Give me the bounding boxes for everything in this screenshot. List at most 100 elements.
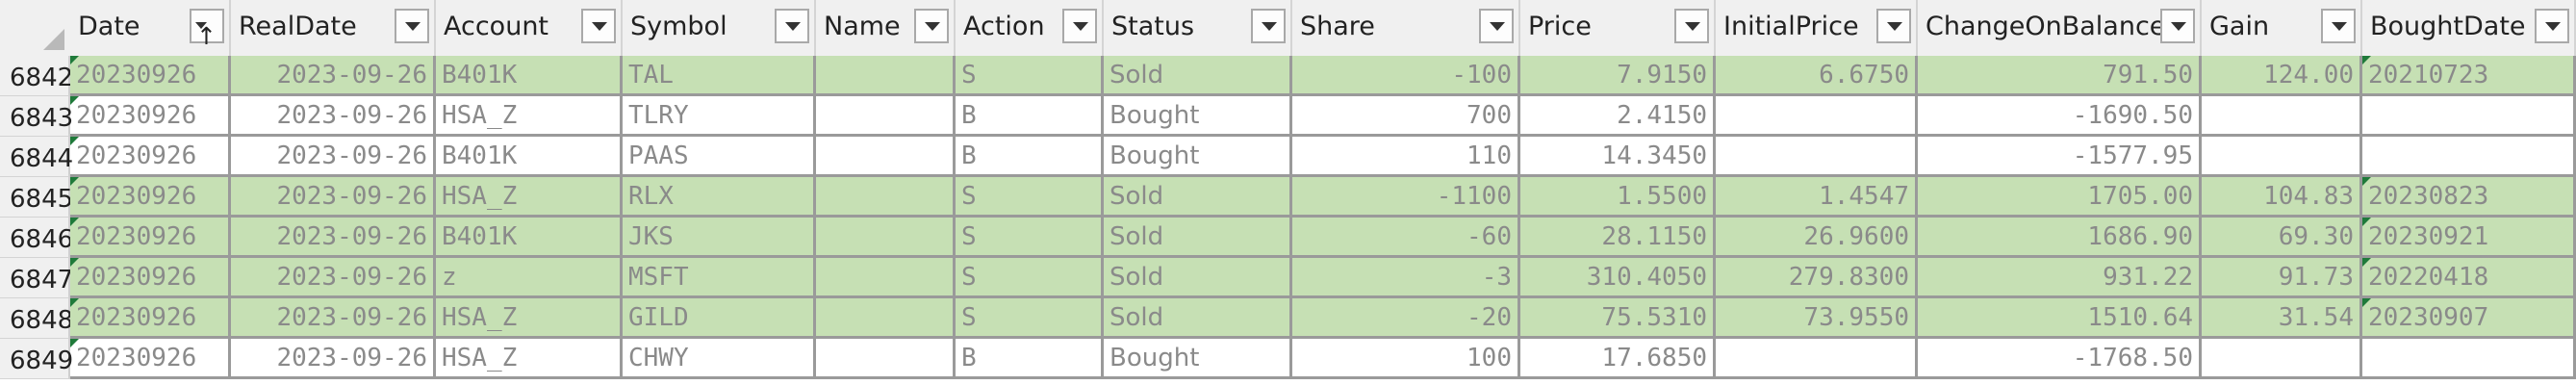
- cell-price[interactable]: 310.4050: [1520, 258, 1716, 298]
- cell-boughtdate[interactable]: 20230921: [2362, 218, 2576, 258]
- cell-gain[interactable]: 31.54: [2202, 298, 2362, 339]
- cell-initialprice[interactable]: 6.6750: [1716, 56, 1918, 96]
- cell-symbol[interactable]: CHWY: [623, 339, 816, 379]
- cell-account[interactable]: HSA_Z: [436, 96, 623, 137]
- cell-symbol[interactable]: JKS: [623, 218, 816, 258]
- cell-price[interactable]: 17.6850: [1520, 339, 1716, 379]
- cell-initialprice[interactable]: [1716, 137, 1918, 177]
- cell-date[interactable]: 20230926: [70, 177, 231, 218]
- cell-price[interactable]: 7.9150: [1520, 56, 1716, 96]
- cell-symbol[interactable]: TAL: [623, 56, 816, 96]
- cell-date[interactable]: 20230926: [70, 96, 231, 137]
- cell-realdate[interactable]: 2023-09-26: [231, 339, 436, 379]
- cell-changeonbalance[interactable]: 931.22: [1918, 258, 2202, 298]
- cell-price[interactable]: 75.5310: [1520, 298, 1716, 339]
- cell-symbol[interactable]: PAAS: [623, 137, 816, 177]
- row-number-header[interactable]: 6849: [0, 339, 73, 379]
- cell-date[interactable]: 20230926: [70, 137, 231, 177]
- column-header-price[interactable]: Price: [1520, 0, 1716, 56]
- column-header-gain[interactable]: Gain: [2202, 0, 2362, 56]
- cell-action[interactable]: S: [956, 56, 1104, 96]
- cell-share[interactable]: -60: [1292, 218, 1520, 258]
- row-number-header[interactable]: 6844: [0, 137, 73, 177]
- cell-changeonbalance[interactable]: -1577.95: [1918, 137, 2202, 177]
- cell-boughtdate[interactable]: 20210723: [2362, 56, 2576, 96]
- cell-account[interactable]: HSA_Z: [436, 298, 623, 339]
- cell-initialprice[interactable]: 279.8300: [1716, 258, 1918, 298]
- filter-button-symbol[interactable]: [775, 9, 809, 43]
- cell-status[interactable]: Sold: [1104, 298, 1292, 339]
- filter-button-name[interactable]: [914, 9, 949, 43]
- column-header-name[interactable]: Name: [816, 0, 956, 56]
- cell-account[interactable]: HSA_Z: [436, 339, 623, 379]
- column-header-action[interactable]: Action: [956, 0, 1104, 56]
- row-number-header[interactable]: 6843: [0, 96, 73, 137]
- cell-realdate[interactable]: 2023-09-26: [231, 298, 436, 339]
- select-all-corner[interactable]: [0, 0, 72, 56]
- cell-date[interactable]: 20230926: [70, 298, 231, 339]
- cell-action[interactable]: B: [956, 339, 1104, 379]
- filter-button-gain[interactable]: [2321, 9, 2356, 43]
- cell-share[interactable]: 100: [1292, 339, 1520, 379]
- cell-changeonbalance[interactable]: -1768.50: [1918, 339, 2202, 379]
- column-header-boughtdate[interactable]: BoughtDate: [2362, 0, 2576, 56]
- cell-name[interactable]: [816, 56, 956, 96]
- filter-button-boughtdate[interactable]: [2535, 9, 2569, 43]
- cell-changeonbalance[interactable]: 1510.64: [1918, 298, 2202, 339]
- cell-action[interactable]: S: [956, 218, 1104, 258]
- cell-initialprice[interactable]: 1.4547: [1716, 177, 1918, 218]
- row-number-header[interactable]: 6847: [0, 258, 73, 298]
- cell-status[interactable]: Sold: [1104, 218, 1292, 258]
- cell-name[interactable]: [816, 96, 956, 137]
- cell-action[interactable]: S: [956, 298, 1104, 339]
- cell-name[interactable]: [816, 177, 956, 218]
- cell-boughtdate[interactable]: [2362, 96, 2576, 137]
- cell-date[interactable]: 20230926: [70, 339, 231, 379]
- cell-price[interactable]: 2.4150: [1520, 96, 1716, 137]
- cell-changeonbalance[interactable]: -1690.50: [1918, 96, 2202, 137]
- cell-date[interactable]: 20230926: [70, 218, 231, 258]
- cell-account[interactable]: HSA_Z: [436, 177, 623, 218]
- column-header-initialprice[interactable]: InitialPrice: [1716, 0, 1918, 56]
- cell-share[interactable]: -20: [1292, 298, 1520, 339]
- cell-realdate[interactable]: 2023-09-26: [231, 56, 436, 96]
- cell-action[interactable]: S: [956, 177, 1104, 218]
- cell-boughtdate[interactable]: 20220418: [2362, 258, 2576, 298]
- column-header-symbol[interactable]: Symbol: [623, 0, 816, 56]
- cell-initialprice[interactable]: 26.9600: [1716, 218, 1918, 258]
- cell-gain[interactable]: 69.30: [2202, 218, 2362, 258]
- row-number-header[interactable]: 6848: [0, 298, 73, 339]
- cell-date[interactable]: 20230926: [70, 258, 231, 298]
- column-header-changeonbalance[interactable]: ChangeOnBalance: [1918, 0, 2202, 56]
- cell-status[interactable]: Bought: [1104, 96, 1292, 137]
- filter-button-status[interactable]: [1251, 9, 1286, 43]
- cell-boughtdate[interactable]: [2362, 339, 2576, 379]
- cell-status[interactable]: Sold: [1104, 56, 1292, 96]
- cell-boughtdate[interactable]: [2362, 137, 2576, 177]
- cell-action[interactable]: B: [956, 137, 1104, 177]
- cell-action[interactable]: S: [956, 258, 1104, 298]
- cell-realdate[interactable]: 2023-09-26: [231, 258, 436, 298]
- cell-name[interactable]: [816, 298, 956, 339]
- cell-share[interactable]: 110: [1292, 137, 1520, 177]
- cell-boughtdate[interactable]: 20230823: [2362, 177, 2576, 218]
- cell-gain[interactable]: 124.00: [2202, 56, 2362, 96]
- filter-button-account[interactable]: [581, 9, 616, 43]
- column-header-date[interactable]: Date ↑: [70, 0, 231, 56]
- cell-share[interactable]: -100: [1292, 56, 1520, 96]
- cell-account[interactable]: B401K: [436, 218, 623, 258]
- cell-account[interactable]: B401K: [436, 56, 623, 96]
- filter-button-share[interactable]: [1479, 9, 1514, 43]
- cell-initialprice[interactable]: [1716, 96, 1918, 137]
- cell-changeonbalance[interactable]: 791.50: [1918, 56, 2202, 96]
- cell-gain[interactable]: [2202, 137, 2362, 177]
- cell-gain[interactable]: 91.73: [2202, 258, 2362, 298]
- cell-name[interactable]: [816, 218, 956, 258]
- cell-changeonbalance[interactable]: 1686.90: [1918, 218, 2202, 258]
- cell-initialprice[interactable]: 73.9550: [1716, 298, 1918, 339]
- cell-realdate[interactable]: 2023-09-26: [231, 177, 436, 218]
- cell-realdate[interactable]: 2023-09-26: [231, 137, 436, 177]
- cell-account[interactable]: z: [436, 258, 623, 298]
- cell-changeonbalance[interactable]: 1705.00: [1918, 177, 2202, 218]
- cell-symbol[interactable]: GILD: [623, 298, 816, 339]
